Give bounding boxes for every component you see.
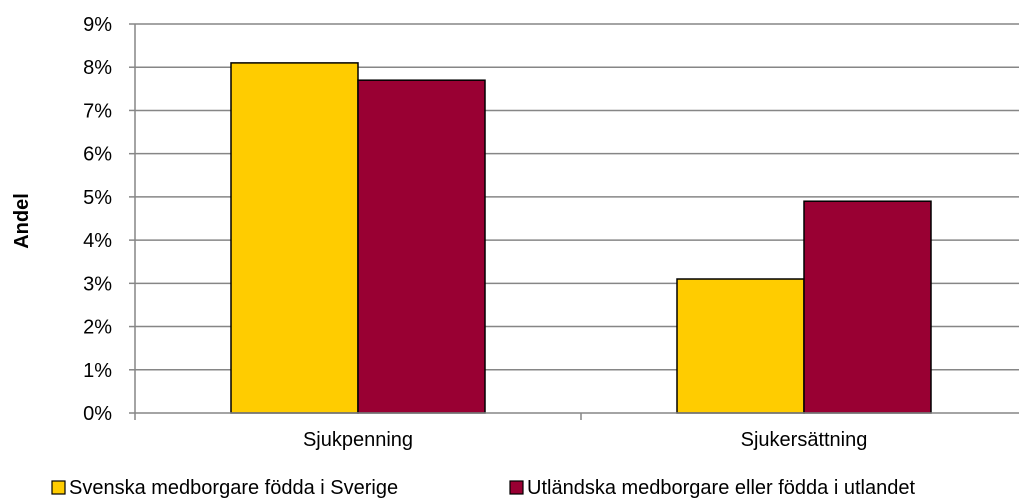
y-tick-label: 0% <box>83 403 112 425</box>
y-tick-label: 1% <box>83 360 112 382</box>
legend: Svenska medborgare födda i Sverige Utländ… <box>51 477 915 499</box>
bar <box>676 278 805 414</box>
legend-label: Utländska medborgare eller födda i utlan… <box>527 477 915 499</box>
bars <box>230 62 932 414</box>
x-tick-label: Sjukpenning <box>303 429 413 451</box>
y-tick-label: 6% <box>83 144 112 166</box>
bar <box>803 200 932 414</box>
y-tick-labels: 0% 1% 2% 3% 4% 5% 6% 7% 8% 9% <box>83 14 112 425</box>
y-tick-label: 4% <box>83 230 112 252</box>
axes <box>129 23 1019 420</box>
legend-label: Svenska medborgare födda i Sverige <box>69 477 398 499</box>
y-tick-label: 3% <box>83 273 112 295</box>
y-tick-label: 8% <box>83 57 112 79</box>
legend-swatch <box>509 480 524 495</box>
y-tick-label: 9% <box>83 14 112 36</box>
bar <box>230 62 359 414</box>
y-tick-label: 5% <box>83 187 112 209</box>
x-tick-label: Sjukersättning <box>741 429 868 451</box>
y-tick-label: 2% <box>83 317 112 339</box>
x-tick-labels: Sjukpenning Sjukersättning <box>303 429 867 451</box>
y-tick-label: 7% <box>83 100 112 122</box>
bar <box>357 79 486 414</box>
legend-swatch <box>51 480 66 495</box>
y-axis-title: Andel <box>11 193 33 249</box>
